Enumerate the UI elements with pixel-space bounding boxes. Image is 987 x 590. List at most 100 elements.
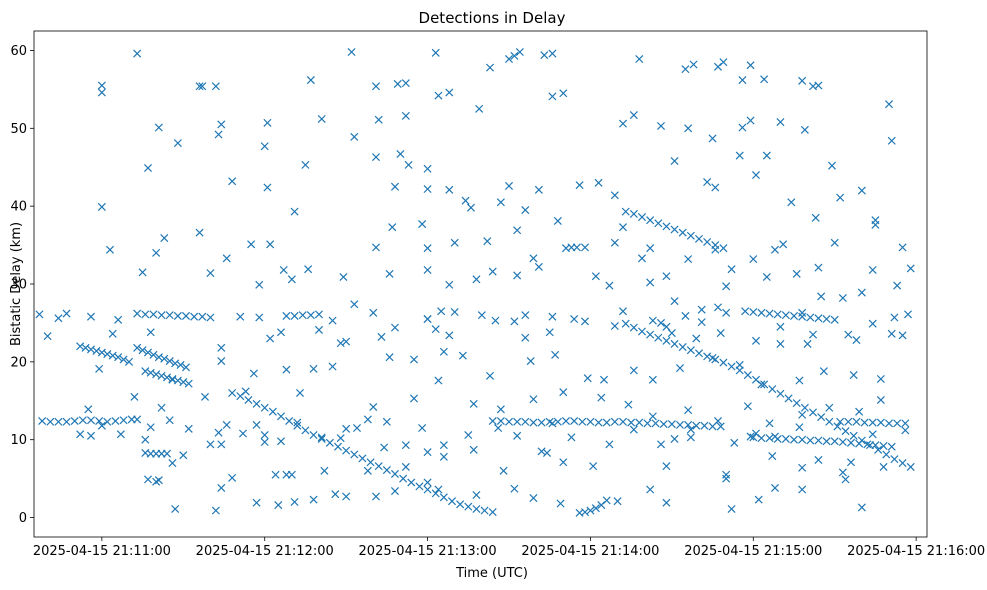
- detection-point: [149, 350, 158, 359]
- detection-point: [605, 281, 614, 290]
- x-tick-label: 2025-04-15 21:15:00: [684, 544, 822, 559]
- detection-point: [184, 424, 193, 433]
- detection-point: [423, 485, 432, 494]
- x-tick-label: 2025-04-15 21:16:00: [847, 544, 985, 559]
- detection-point: [580, 243, 590, 252]
- detection-point: [119, 355, 128, 364]
- detection-point: [377, 332, 386, 341]
- detection-point: [757, 308, 766, 317]
- detection-point: [776, 322, 785, 331]
- detection-point: [860, 418, 869, 427]
- detection-point: [876, 395, 885, 405]
- detection-point: [445, 185, 454, 194]
- detection-point: [754, 495, 763, 504]
- detection-point: [863, 440, 872, 449]
- detection-point: [260, 438, 269, 447]
- detection-point: [401, 462, 410, 471]
- detection-point: [222, 420, 231, 429]
- detection-point: [629, 209, 638, 218]
- detection-point: [776, 118, 785, 127]
- detection-point: [469, 445, 478, 454]
- detection-point: [181, 311, 191, 320]
- detection-point: [401, 441, 410, 450]
- detection-point: [252, 399, 261, 408]
- detection-point: [681, 311, 690, 320]
- detection-point: [654, 333, 663, 342]
- detection-point: [529, 494, 538, 503]
- detection-point: [876, 418, 885, 427]
- detection-point: [833, 422, 842, 431]
- detection-point: [198, 82, 207, 91]
- detection-point: [906, 462, 915, 471]
- detection-point: [309, 495, 318, 504]
- detection-point: [133, 343, 142, 352]
- detection-point: [857, 186, 866, 195]
- detection-point: [700, 421, 709, 430]
- detection-point: [838, 468, 847, 477]
- detection-point: [646, 330, 655, 339]
- detection-point: [884, 100, 894, 109]
- detection-point: [456, 500, 465, 509]
- detection-point: [629, 111, 638, 120]
- detection-point: [711, 245, 720, 254]
- detection-point: [309, 364, 318, 373]
- detection-point: [279, 265, 288, 275]
- detection-point: [618, 119, 628, 128]
- detection-point: [138, 268, 147, 277]
- detection-point: [249, 369, 258, 378]
- detection-point: [808, 330, 818, 339]
- detection-point: [583, 374, 592, 383]
- detection-point: [217, 440, 226, 449]
- detection-point: [792, 399, 801, 408]
- detection-point: [537, 447, 546, 456]
- detection-point: [510, 484, 519, 493]
- detection-point: [703, 237, 712, 246]
- detection-point: [553, 216, 562, 225]
- detection-point: [363, 415, 372, 424]
- detection-point: [464, 430, 473, 440]
- detection-point: [190, 312, 199, 321]
- detection-point: [477, 311, 486, 320]
- detection-point: [627, 418, 636, 427]
- detection-point: [342, 337, 351, 346]
- detection-point: [599, 375, 609, 384]
- detection-point: [561, 416, 571, 426]
- detection-point: [548, 419, 557, 428]
- detection-point: [95, 364, 104, 373]
- detection-point: [38, 416, 47, 426]
- chart-title: Detections in Delay: [419, 9, 566, 27]
- detection-point: [124, 357, 134, 366]
- detection-point: [822, 437, 831, 446]
- detection-point: [171, 359, 180, 368]
- detection-point: [849, 371, 858, 380]
- detection-point: [770, 483, 780, 492]
- detection-point: [659, 420, 668, 429]
- detection-point: [605, 440, 614, 449]
- detection-point: [529, 395, 538, 404]
- x-tick-label: 2025-04-15 21:14:00: [521, 544, 659, 559]
- detection-point: [773, 310, 782, 319]
- detection-point: [260, 430, 269, 440]
- detection-point: [418, 220, 427, 229]
- detection-point: [415, 482, 424, 491]
- detection-point: [95, 416, 104, 426]
- detection-point: [760, 75, 769, 84]
- detection-point: [499, 466, 508, 475]
- detection-point: [798, 308, 807, 317]
- detection-point: [578, 417, 587, 426]
- detection-point: [437, 307, 446, 316]
- detection-point: [716, 329, 725, 338]
- detection-point: [214, 428, 223, 437]
- detection-point: [86, 312, 96, 321]
- detection-point: [152, 248, 161, 257]
- detection-point: [293, 421, 302, 430]
- detection-point: [290, 311, 299, 320]
- detection-point: [610, 191, 619, 200]
- detection-point: [431, 325, 440, 334]
- detection-point: [613, 497, 622, 506]
- detection-point: [363, 466, 372, 475]
- detection-point: [594, 418, 603, 427]
- detection-point: [488, 267, 497, 276]
- detection-point: [76, 342, 85, 351]
- detection-point: [789, 435, 799, 444]
